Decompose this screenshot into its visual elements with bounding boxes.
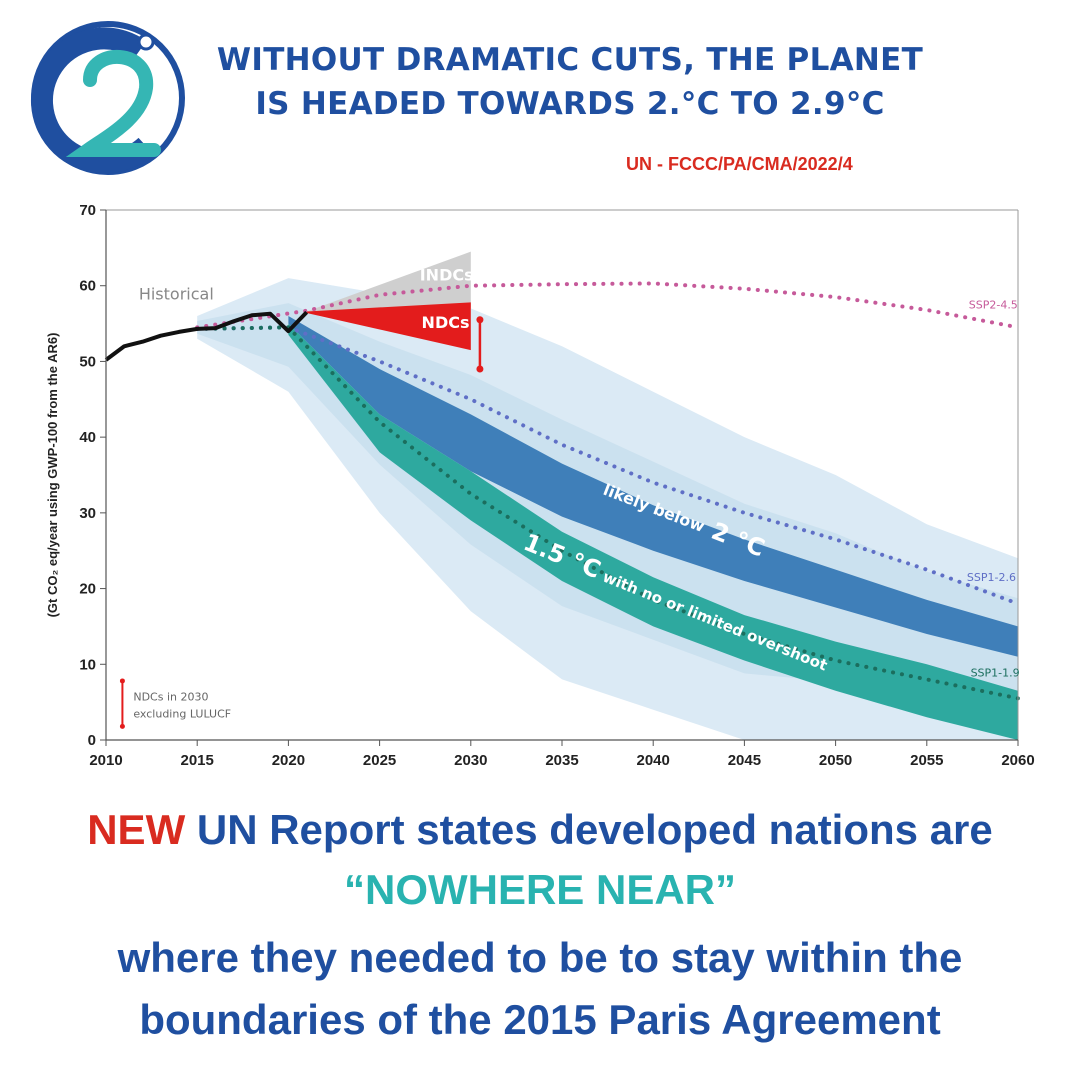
likely-below-2c-band — [288, 316, 1018, 657]
x-tick-label: 2060 — [1001, 752, 1034, 769]
x-tick-label: 2010 — [89, 752, 122, 769]
emissions-chart: 2010 2015 2020 2025 2030 2035 2040 2045 2050 2055… — [45, 202, 1035, 769]
legend-range-low — [119, 723, 125, 729]
y-tick-label: 60 — [79, 278, 96, 295]
ndc-2030-range-high — [476, 316, 484, 324]
historical-label: Historical — [139, 284, 214, 303]
x-tick-label: 2030 — [454, 752, 487, 769]
y-tick-label: 10 — [79, 656, 96, 673]
y-tick-label: 30 — [79, 505, 96, 522]
ssp1-26-label: SSP1-2.6 — [967, 571, 1016, 584]
y-tick-label: 40 — [79, 429, 96, 446]
y-tick-label: 20 — [79, 581, 96, 598]
source-reference: UN - FCCC/PA/CMA/2022/4 — [626, 154, 853, 174]
ssp1-26-line — [195, 325, 1020, 606]
chart-lines — [104, 281, 1020, 701]
x-tick-label: 2050 — [819, 752, 852, 769]
indcs-wedge — [306, 251, 471, 313]
ssp2-45-line — [195, 281, 1020, 330]
x-tick-label: 2045 — [728, 752, 761, 769]
x-tick-label: 2055 — [910, 752, 943, 769]
chart-axes — [100, 209, 1019, 746]
bottom-line-4: boundaries of the 2015 Paris Agreement — [139, 996, 941, 1043]
bottom-line-3: where they needed to be to stay within t… — [117, 934, 963, 981]
y-tick-label: 0 — [88, 732, 96, 749]
headline-line-2: IS HEADED TOWARDS 2.°C TO 2.9°C — [255, 86, 885, 122]
bottom-line-1: NEW UN Report states developed nations a… — [0, 804, 1080, 856]
legend-line-1: NDCs in 2030 — [133, 691, 208, 704]
ndcs-wedge — [306, 302, 471, 351]
legend-range-high — [119, 678, 125, 684]
onefive-band — [288, 323, 1018, 740]
ndc-2030-range-low — [476, 365, 484, 373]
ndcs-label: NDCs — [422, 313, 470, 332]
historical-line — [104, 310, 309, 362]
x-tick-label: 2040 — [637, 752, 670, 769]
chart-areas — [197, 251, 1018, 740]
x-tick-label: 2020 — [272, 752, 305, 769]
headline-line-1: WITHOUT DRAMATIC CUTS, THE PLANET — [216, 42, 924, 78]
x-tick-label: 2035 — [545, 752, 578, 769]
y-tick-label: 70 — [79, 202, 96, 219]
new-label: NEW — [87, 806, 186, 853]
y-axis-label-line-2: (Gt CO₂ eq/year using GWP-100 from the A… — [45, 333, 60, 618]
y-tick-label: 50 — [79, 353, 96, 370]
bottom-line-1-text: UN Report states developed nations are — [185, 806, 993, 853]
nowhere-near-highlight: “NOWHERE NEAR” — [343, 866, 736, 913]
indcs-label: INDCs — [420, 265, 474, 284]
legend-line-2: excluding LULUCF — [133, 707, 231, 720]
ssp2-45-label: SSP2-4.5 — [969, 298, 1018, 311]
c2-logo-icon — [30, 21, 185, 175]
x-tick-label: 2025 — [363, 752, 396, 769]
x-tick-label: 2015 — [181, 752, 214, 769]
ssp1-19-label: SSP1-1.9 — [971, 666, 1020, 679]
